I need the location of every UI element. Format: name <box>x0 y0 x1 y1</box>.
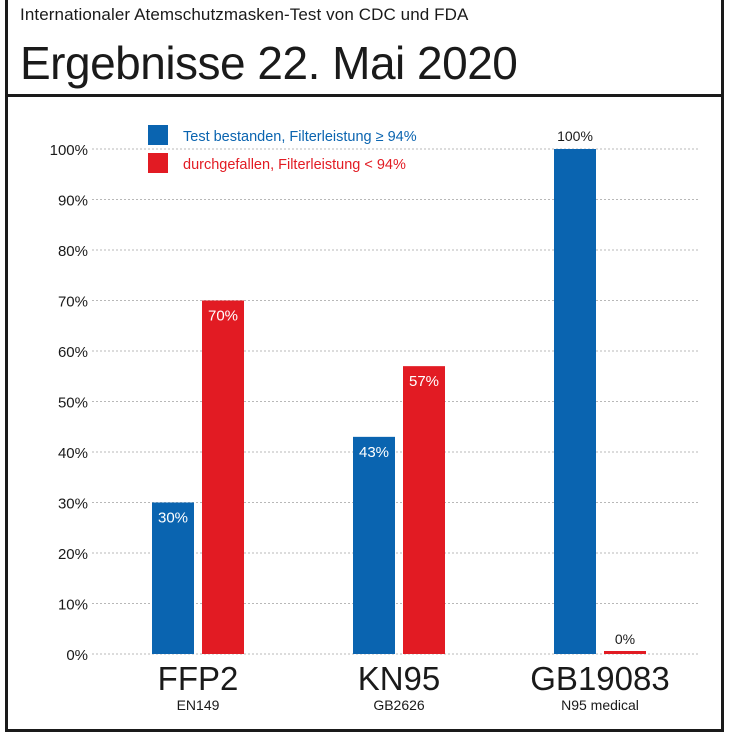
y-tick-label: 30% <box>58 496 88 513</box>
bar-fail <box>202 300 244 654</box>
data-label: 57% <box>409 373 439 390</box>
category-label: KN95 <box>358 660 441 697</box>
data-label: 30% <box>158 510 188 527</box>
y-tick-label: 40% <box>58 445 88 462</box>
y-tick-label: 90% <box>58 193 88 210</box>
data-label: 70% <box>208 308 238 325</box>
category-label: GB19083 <box>530 660 669 697</box>
chart-title: Ergebnisse 22. Mai 2020 <box>20 37 518 89</box>
y-tick-label: 70% <box>58 294 88 311</box>
chart-frame: Internationaler Atemschutzmasken-Test vo… <box>5 0 724 732</box>
y-tick-label: 20% <box>58 546 88 563</box>
header: Internationaler Atemschutzmasken-Test vo… <box>8 0 721 97</box>
legend-label: durchgefallen, Filterleistung < 94% <box>183 157 406 173</box>
legend-label: Test bestanden, Filterleistung ≥ 94% <box>183 129 417 145</box>
category-label: FFP2 <box>158 660 239 697</box>
y-tick-label: 100% <box>50 142 88 159</box>
legend-swatch <box>148 125 168 145</box>
y-tick-label: 60% <box>58 344 88 361</box>
category-sublabel: GB2626 <box>373 697 425 713</box>
legend-swatch <box>148 153 168 173</box>
category-sublabel: EN149 <box>177 697 220 713</box>
category-sublabel: N95 medical <box>561 697 639 713</box>
bar-fail <box>604 651 646 654</box>
y-tick-label: 80% <box>58 243 88 260</box>
data-label: 100% <box>557 128 593 144</box>
bar-pass <box>152 502 194 654</box>
bar-pass <box>554 149 596 654</box>
bar-pass <box>353 436 395 654</box>
data-label: 0% <box>615 631 635 647</box>
y-tick-label: 0% <box>66 647 88 664</box>
chart-kicker: Internationaler Atemschutzmasken-Test vo… <box>20 5 469 24</box>
data-label: 43% <box>359 444 389 461</box>
bar-fail <box>403 366 445 654</box>
y-tick-label: 50% <box>58 395 88 412</box>
y-tick-label: 10% <box>58 597 88 614</box>
